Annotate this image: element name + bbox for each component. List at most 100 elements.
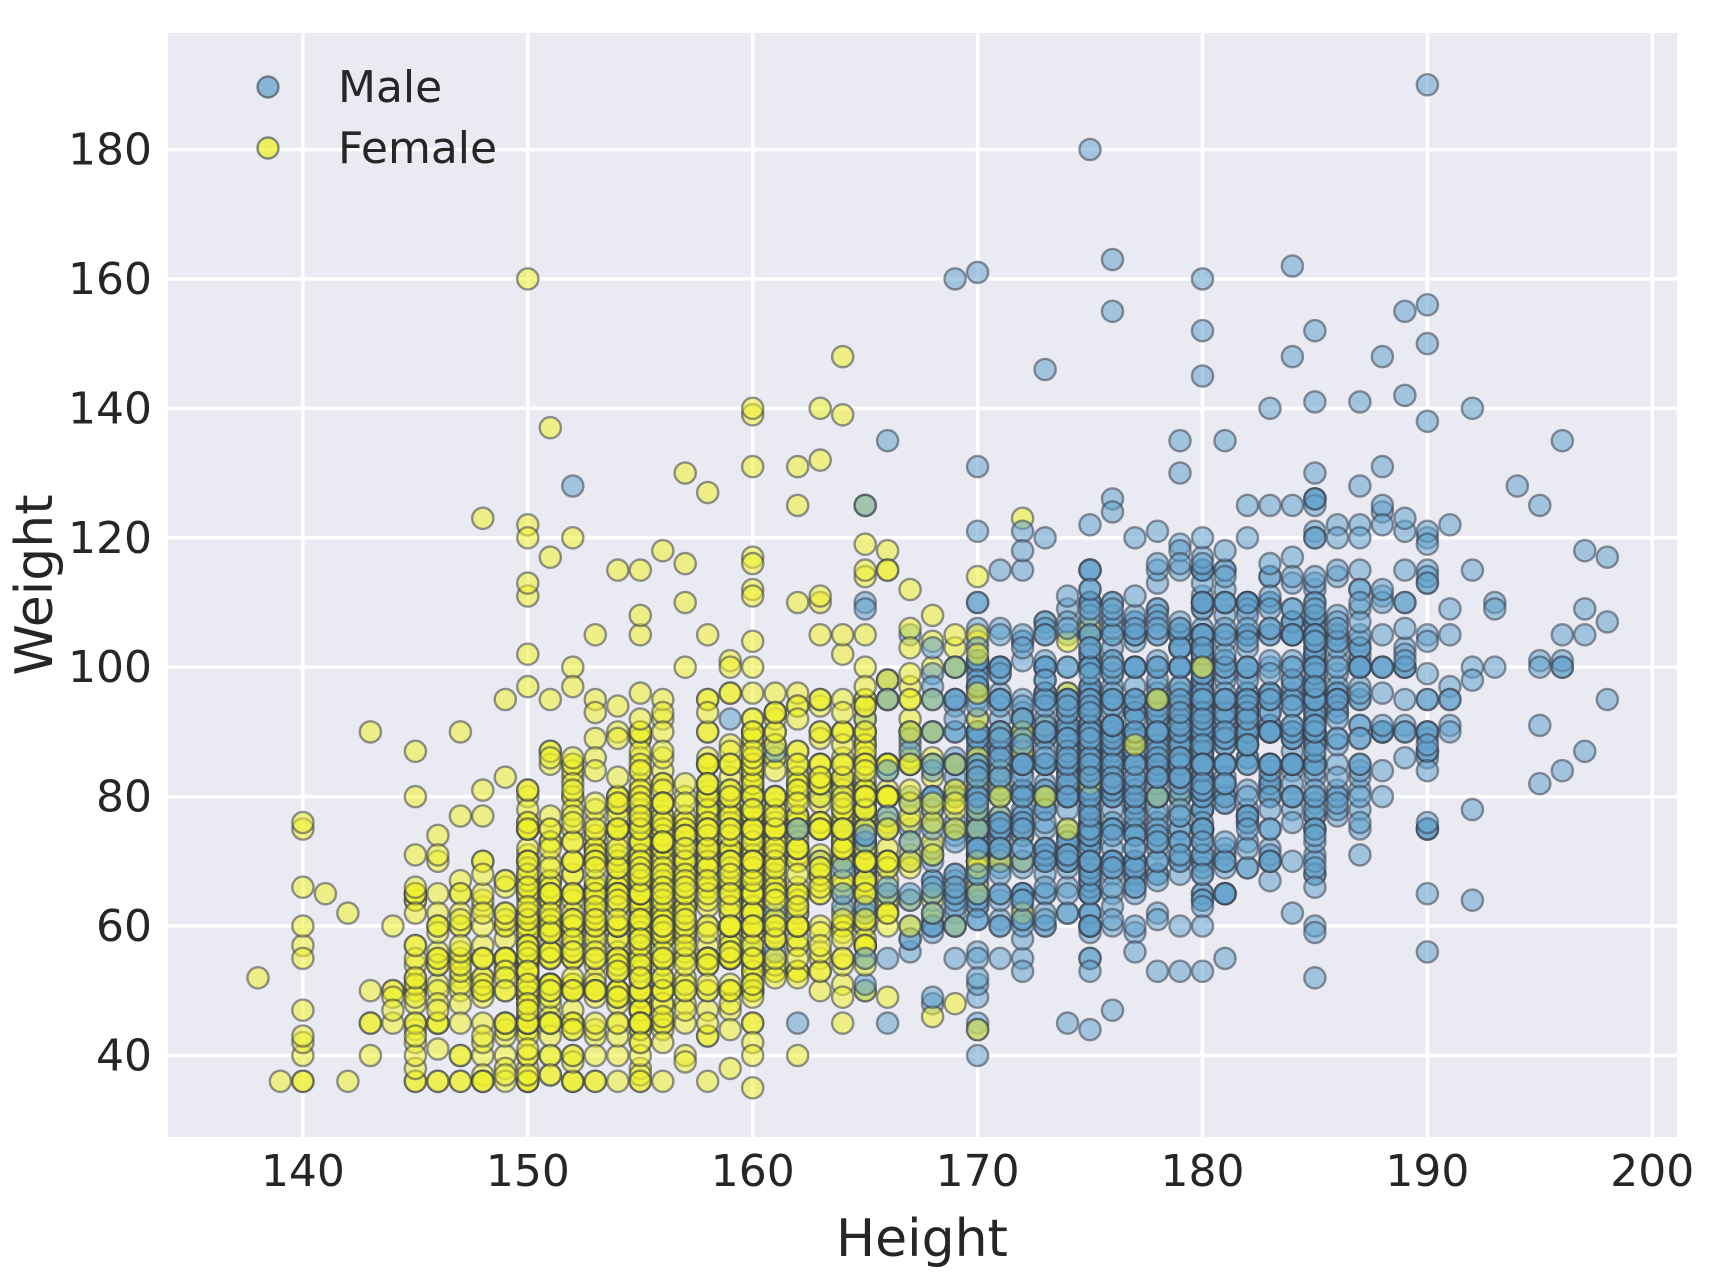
data-point-male [1348, 655, 1372, 680]
data-point-female [493, 1063, 518, 1087]
data-point-male [1280, 901, 1305, 925]
data-point-female [516, 526, 540, 550]
data-point-male [1573, 597, 1597, 621]
data-point-male [1055, 616, 1080, 641]
data-point-female [426, 823, 450, 848]
data-point-female [718, 914, 743, 938]
data-point-female [695, 771, 720, 796]
data-point-female [830, 1011, 855, 1035]
data-point-male [1010, 707, 1035, 731]
data-point-female [470, 881, 495, 906]
data-point-male [1393, 746, 1417, 770]
data-point-female [628, 1030, 653, 1055]
data-point-male [920, 636, 945, 660]
data-point-male [1303, 674, 1327, 699]
data-point-female [740, 797, 765, 822]
data-point-male [1100, 856, 1125, 880]
data-point-female [538, 1011, 563, 1035]
data-point-female [763, 888, 788, 913]
data-point-female [740, 681, 765, 705]
data-point-male [1258, 687, 1282, 712]
data-point-female [246, 966, 270, 990]
data-point-male [1168, 700, 1192, 725]
data-point-male [1483, 655, 1507, 680]
data-point-female [853, 784, 878, 809]
data-point-male [1213, 428, 1237, 453]
points-layer [246, 73, 1620, 1100]
data-point-male [1145, 765, 1170, 790]
data-point-female [561, 940, 585, 964]
data-point-male [1438, 623, 1462, 647]
data-point-male [1123, 752, 1147, 777]
data-point-male [1348, 474, 1372, 498]
data-point-female [695, 480, 720, 505]
data-point-male [1280, 597, 1305, 621]
data-point-male [1055, 655, 1080, 680]
data-point-male [1438, 513, 1462, 537]
data-point-female [673, 907, 698, 932]
x-tick-label: 160 [711, 1146, 795, 1197]
data-point-female [988, 784, 1012, 809]
data-point-female [853, 532, 878, 557]
data-point-female [448, 933, 473, 958]
data-point-male [1033, 623, 1057, 647]
data-point-female [538, 836, 563, 861]
data-point-male [1145, 907, 1170, 932]
data-point-female [695, 817, 720, 841]
data-point-female [651, 791, 675, 815]
data-point-male [1213, 946, 1237, 971]
data-point-male [1078, 577, 1102, 602]
data-point-male [965, 862, 990, 887]
data-point-female [561, 1017, 585, 1042]
data-point-male [1415, 758, 1440, 783]
data-point-male [1168, 746, 1192, 770]
data-point-female [516, 849, 540, 874]
data-point-male [1415, 409, 1440, 434]
data-point-female [516, 940, 540, 964]
data-point-female [695, 868, 720, 893]
data-point-female [695, 836, 720, 861]
data-point-female [898, 752, 922, 777]
data-point-female [538, 940, 563, 964]
data-point-male [1010, 959, 1035, 984]
data-point-female [336, 1069, 360, 1094]
data-point-female [358, 720, 383, 744]
data-point-female [785, 1043, 810, 1068]
data-point-female [763, 720, 788, 744]
data-point-female [403, 875, 428, 900]
data-point-male [988, 746, 1012, 770]
data-point-female [673, 978, 698, 1003]
y-tick-label: 40 [96, 1030, 152, 1081]
data-point-female [853, 674, 878, 699]
data-point-female [853, 720, 878, 744]
data-point-male [1168, 461, 1192, 485]
data-point-male [1078, 804, 1102, 828]
data-point-male [943, 655, 967, 680]
data-point-male [1325, 655, 1350, 680]
data-point-female [853, 655, 878, 680]
data-point-male [1213, 830, 1237, 854]
data-point-female [470, 1069, 495, 1094]
data-point-male [1280, 752, 1305, 777]
data-point-female [830, 985, 855, 1010]
data-point-female [606, 836, 630, 861]
data-point-male [1303, 739, 1327, 764]
data-point-male [1280, 545, 1305, 570]
data-point-female [785, 836, 810, 861]
data-point-female [740, 629, 765, 654]
data-point-female [808, 623, 833, 647]
data-point-male [1055, 1011, 1080, 1035]
data-point-male [1415, 629, 1440, 654]
data-point-male [1078, 1017, 1102, 1042]
data-point-female [808, 933, 833, 958]
data-point-male [1235, 526, 1260, 550]
data-point-female [628, 558, 653, 582]
data-point-female [358, 1043, 383, 1068]
data-point-female [470, 978, 495, 1003]
data-point-female [403, 1024, 428, 1048]
data-point-female [628, 862, 653, 887]
data-point-female [628, 1011, 653, 1035]
data-point-female [808, 765, 833, 790]
data-point-female [763, 966, 788, 990]
